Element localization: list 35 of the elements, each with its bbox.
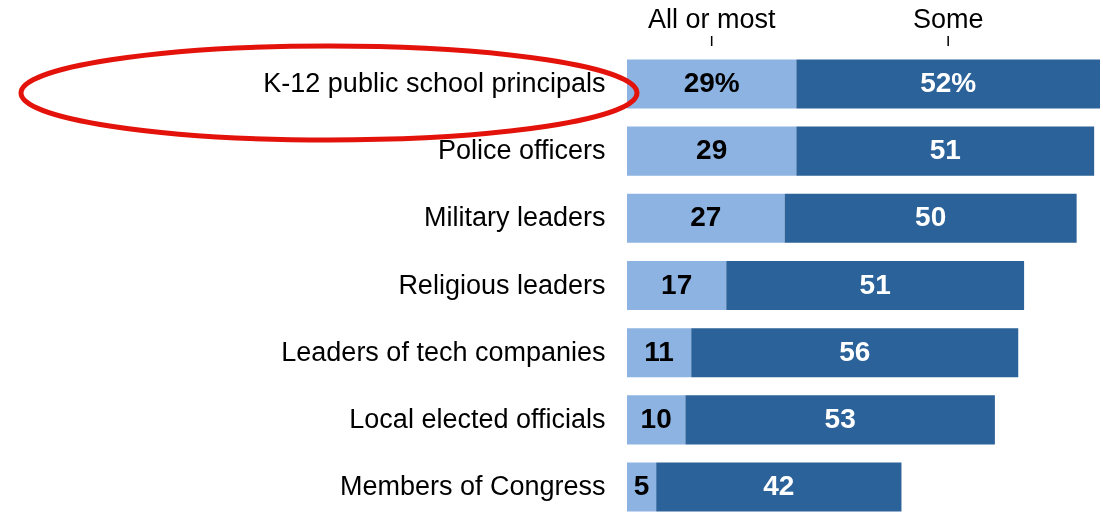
bar: [627, 260, 727, 311]
data-label: 51: [929, 134, 961, 166]
y-tick-label: Religious leaders: [398, 269, 606, 300]
data-label: 27: [690, 201, 722, 233]
series-label: Some: [912, 4, 984, 34]
data-label: 29: [696, 134, 728, 166]
y-tick-label: Local elected officials: [349, 403, 606, 434]
bar: [627, 193, 785, 243]
series-label: All or most: [647, 4, 776, 34]
bar: [627, 328, 692, 378]
bar: [656, 462, 902, 512]
data-label: 10: [640, 402, 672, 434]
data-label: 11: [644, 335, 674, 367]
data-label: 53: [824, 402, 856, 434]
data-label: 56: [839, 335, 871, 367]
data-label: 17: [661, 268, 693, 300]
bar: [627, 59, 797, 109]
bar: [796, 59, 1100, 109]
y-tick-label: Police officers: [437, 135, 606, 166]
bar: [627, 126, 797, 176]
y-tick-label: K-12 public school principals: [263, 67, 606, 98]
bar: [685, 395, 995, 445]
bar: [726, 260, 1025, 311]
y-tick-label: Leaders of tech companies: [281, 336, 606, 367]
data-label: 29%: [683, 66, 740, 98]
data-label: 42: [763, 470, 795, 502]
bar: [691, 328, 1019, 378]
bar: [784, 193, 1077, 243]
data-label: 51: [859, 268, 891, 300]
data-label: 50: [915, 201, 947, 233]
y-tick-label: Military leaders: [423, 202, 606, 233]
bar: [796, 126, 1095, 176]
data-label: 5: [633, 470, 650, 502]
y-tick-label: Members of Congress: [339, 471, 606, 502]
data-label: 52%: [920, 66, 977, 98]
